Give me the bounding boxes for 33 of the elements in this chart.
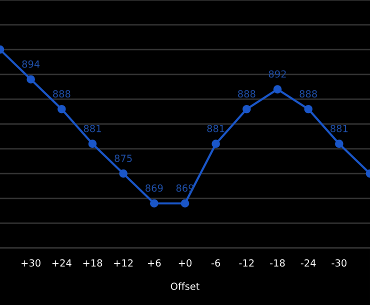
x-axis-title: Offset <box>170 282 200 290</box>
x-tick-label: -30 <box>332 259 346 267</box>
x-tick-label: -6 <box>211 259 220 267</box>
data-label: 881 <box>84 124 101 132</box>
data-label: 888 <box>238 90 256 98</box>
point <box>119 169 128 178</box>
x-tick-label: +0 <box>178 259 192 267</box>
point <box>335 140 344 148</box>
point <box>180 199 190 208</box>
data-label: 875 <box>114 154 132 162</box>
x-tick-label: -12 <box>239 259 254 266</box>
point <box>88 140 97 148</box>
data-label: 881 <box>207 124 224 132</box>
x-tick-label: +6 <box>148 259 161 267</box>
point <box>212 140 220 148</box>
data-label: 888 <box>300 90 317 98</box>
x-tick-label: +18 <box>83 259 102 267</box>
x-tick-label: -18 <box>270 259 285 267</box>
data-label: 888 <box>53 90 70 98</box>
x-tick-label: +30 <box>22 259 40 267</box>
point <box>242 104 251 114</box>
data-label: 894 <box>22 60 40 68</box>
point <box>58 104 66 114</box>
point <box>26 75 35 84</box>
point <box>150 199 158 208</box>
data-label: 892 <box>268 70 286 78</box>
point <box>273 85 282 94</box>
data-label: 881 <box>330 124 348 132</box>
x-tick-label: +24 <box>52 259 72 266</box>
x-tick-label: +12 <box>114 259 133 266</box>
x-tick-label: -24 <box>300 259 316 266</box>
data-label: 869 <box>146 184 163 192</box>
point <box>304 104 312 114</box>
